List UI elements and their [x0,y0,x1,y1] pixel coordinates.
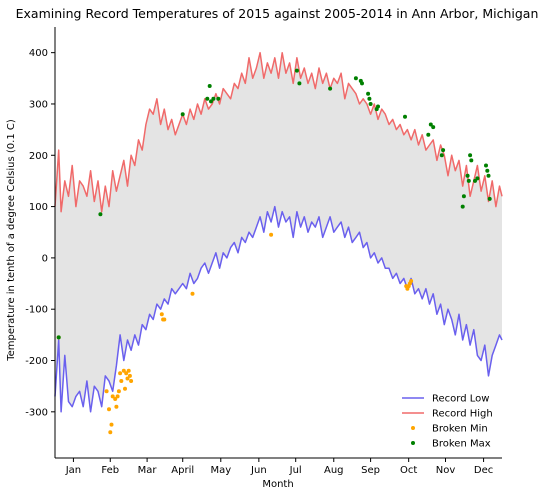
x-tick-label: Feb [101,465,119,476]
broken-max-point [297,81,301,85]
broken-max-point [211,97,215,101]
y-tick-label: 100 [29,202,48,213]
broken-max-point [466,174,470,178]
broken-max-point [431,125,435,129]
broken-max-point [403,115,407,119]
y-tick-label: 300 [29,99,48,110]
broken-max-point [488,197,492,201]
broken-max-point [354,76,358,80]
broken-max-point [295,69,299,73]
broken-min-point [123,387,127,391]
broken-max-point [367,97,371,101]
legend: Record Low Record High Broken Min Broken Ma… [402,394,493,450]
legend-broken-max-swatch [411,441,415,445]
y-axis-label: Temperature in tenth of a degree Celsius… [6,119,17,362]
broken-max-point [484,164,488,168]
x-tick-label: Oct [400,465,417,476]
x-tick-label: Mar [138,465,158,476]
x-tick-label: Jun [250,465,267,476]
broken-min-point [128,374,132,378]
y-tick-label: 400 [29,48,48,59]
y-tick-label: 200 [29,151,48,162]
broken-max-point [98,212,102,216]
legend-record-high-label: Record High [432,409,493,420]
y-tick-label: -300 [25,407,48,418]
broken-max-point [467,179,471,183]
broken-max-point [462,194,466,198]
broken-min-point [108,430,112,434]
broken-min-point [119,379,123,383]
broken-min-point [116,394,120,398]
broken-max-point [426,133,430,137]
broken-max-point [181,112,185,116]
x-tick-label: April [171,465,194,476]
broken-min-point [117,389,121,393]
broken-min-point [127,369,131,373]
broken-max-point [469,158,473,162]
fill-layer [55,53,502,412]
broken-max-point [440,153,444,157]
broken-max-point [366,92,370,96]
x-tick-label: Jan [65,465,81,476]
broken-max-point [216,97,220,101]
broken-max-point [461,205,465,209]
legend-broken-min-label: Broken Min [432,424,488,435]
broken-min-point [191,292,195,296]
broken-min-point [129,379,133,383]
broken-max-point [205,97,209,101]
broken-max-point [369,102,373,106]
x-tick-label: Dec [474,465,493,476]
broken-max-point [376,105,380,109]
broken-max-point [57,335,61,339]
broken-min-point [105,389,109,393]
x-tick-label: Nov [436,465,456,476]
broken-max-point [468,153,472,157]
legend-broken-max-label: Broken Max [432,439,491,450]
broken-min-point [409,279,413,283]
broken-min-point [162,318,166,322]
y-tick-label: -100 [25,305,48,316]
x-tick-label: Sep [361,465,380,476]
legend-broken-min-swatch [411,426,415,430]
broken-max-point [485,169,489,173]
x-axis-label: Month [262,479,293,490]
broken-min-point [269,233,273,237]
broken-min-point [110,423,114,427]
x-tick-label: May [210,465,231,476]
broken-min-point [114,405,118,409]
x-tick-label: Jul [289,465,302,476]
broken-max-point [475,176,479,180]
y-tick-label: -200 [25,356,48,367]
broken-min-point [118,371,122,375]
broken-max-point [487,174,491,178]
broken-max-point [360,81,364,85]
broken-max-point [441,148,445,152]
x-tick-label: Aug [324,465,344,476]
broken-min-point [107,407,111,411]
broken-max-point [208,84,212,88]
legend-record-low-label: Record Low [432,394,489,405]
broken-max-point [328,87,332,91]
y-tick-label: 0 [42,253,48,264]
broken-min-point [160,312,164,316]
range-fill [55,53,502,412]
chart-title: Examining Record Temperatures of 2015 ag… [16,6,539,21]
